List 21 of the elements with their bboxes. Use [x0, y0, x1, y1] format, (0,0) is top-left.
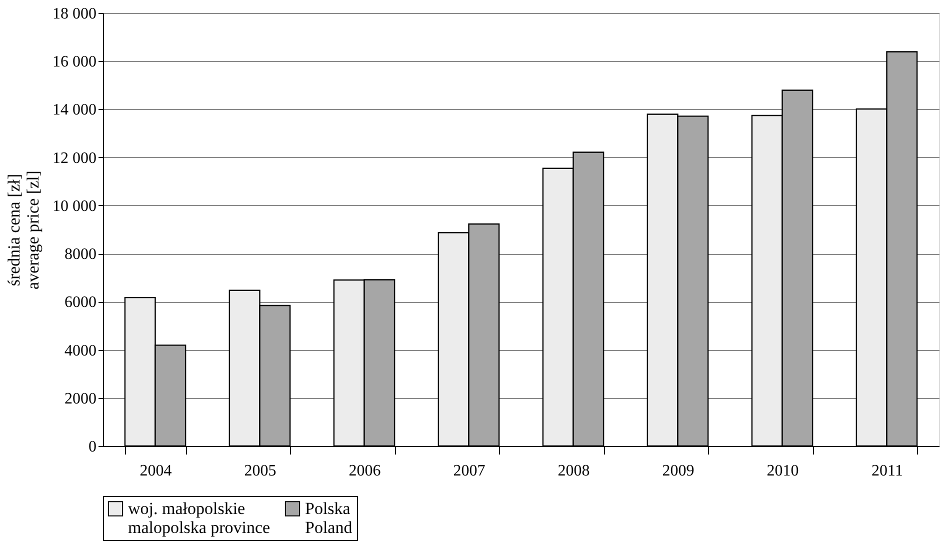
legend-label: Polska Poland: [305, 498, 353, 537]
x-tick-label: 2007: [453, 462, 486, 480]
y-tick-label: 6000: [64, 294, 96, 312]
x-tick-label: 2004: [140, 462, 172, 480]
x-tick-label: 2006: [348, 462, 381, 480]
x-tick-label: 2009: [662, 462, 694, 480]
y-tick-label: 4000: [64, 342, 96, 360]
x-tick-label: 2010: [766, 462, 799, 480]
y-axis-title: średnia cena [zł] average price [zl]: [4, 170, 42, 290]
x-tick-label: 2005: [244, 462, 276, 480]
x-tick-label: 2008: [558, 462, 590, 480]
y-tick-label: 2000: [64, 390, 96, 408]
y-tick-label: 14 000: [52, 102, 96, 119]
y-tick-label: 0: [88, 438, 96, 456]
y-tick-label: 18 000: [52, 6, 96, 22]
y-tick-label: 8000: [64, 246, 96, 264]
y-tick-label: 10 000: [52, 198, 96, 215]
y-tick-label: 12 000: [52, 150, 96, 167]
x-tick-label: 2011: [872, 462, 903, 480]
legend-label: woj. małopolskie malopolska province: [128, 498, 270, 537]
y-tick-label: 16 000: [52, 54, 96, 71]
